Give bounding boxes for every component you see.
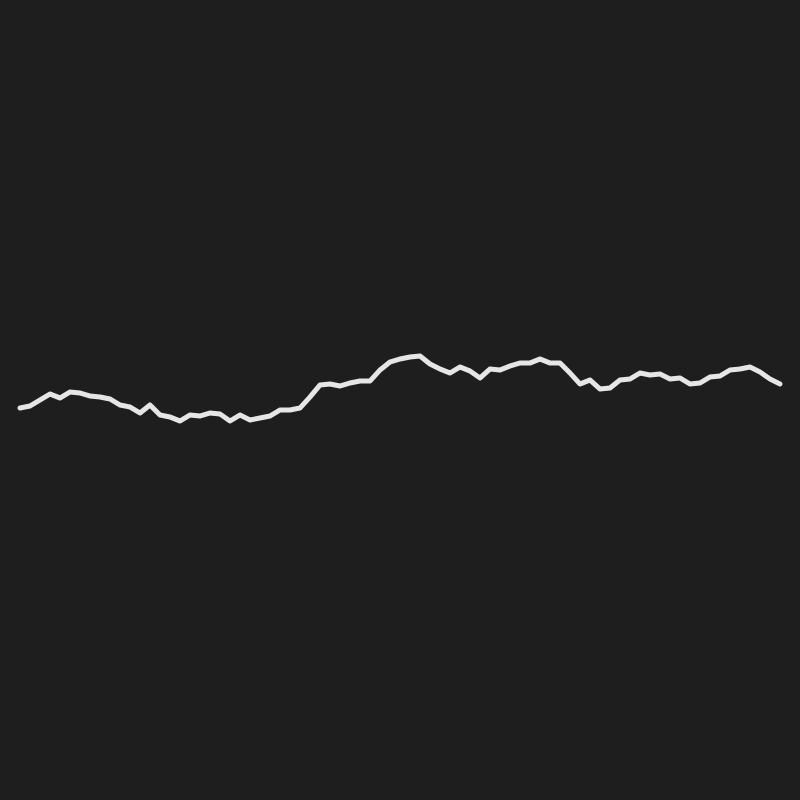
series-line (17, 353, 783, 424)
